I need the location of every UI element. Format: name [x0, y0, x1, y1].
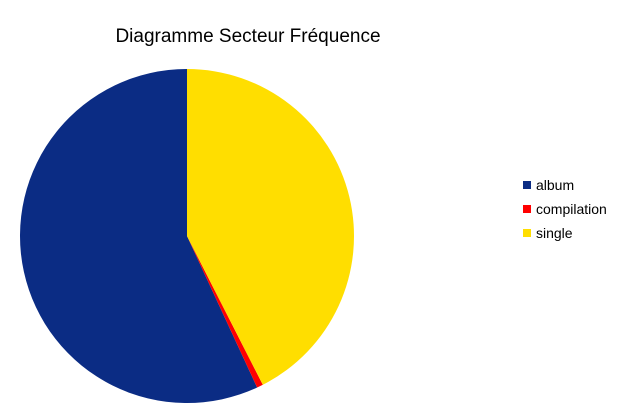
chart-title: Diagramme Secteur Fréquence — [115, 26, 380, 47]
legend-item-single: single — [523, 225, 573, 241]
pie-slice-album — [20, 69, 258, 403]
pie-slice-single — [187, 69, 355, 385]
pie-slices — [20, 69, 355, 403]
legend-swatch-compilation — [523, 205, 531, 213]
legend-swatch-single — [523, 229, 531, 237]
legend: album compilation single — [523, 177, 607, 241]
legend-label-compilation: compilation — [536, 201, 607, 217]
legend-item-compilation: compilation — [523, 201, 607, 217]
legend-swatch-album — [523, 181, 531, 189]
pie-slice-compilation — [187, 236, 263, 388]
legend-label-single: single — [536, 225, 573, 241]
legend-label-album: album — [536, 177, 574, 193]
legend-item-album: album — [523, 177, 574, 193]
